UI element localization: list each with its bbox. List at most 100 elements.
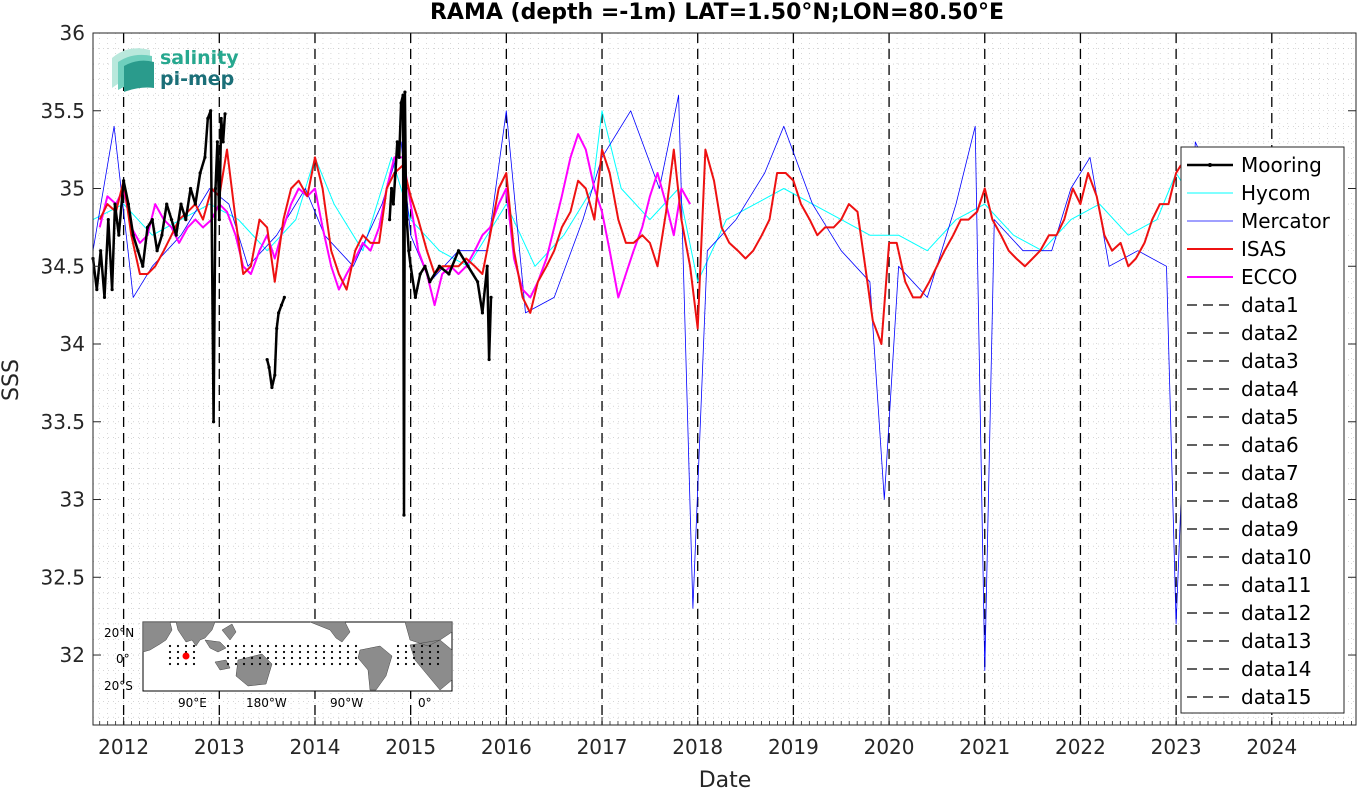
series-point-mooring	[404, 186, 408, 191]
x-axis: 2012 2013 2014 2015 2016 2017 2018 2019 2020 2021…	[98, 717, 1352, 759]
map-array-dot	[176, 650, 180, 654]
series-point-mooring	[223, 112, 227, 116]
y-tick-label: 35.5	[40, 99, 85, 123]
y-tick-label: 32	[60, 643, 85, 667]
map-array-dot	[282, 656, 286, 660]
legend-label: data12	[1241, 601, 1312, 625]
map-array-dot	[282, 662, 286, 666]
map-array-dot	[176, 656, 180, 660]
y-tick-label: 32.5	[40, 565, 85, 589]
legend-label: Mooring	[1241, 153, 1322, 177]
series-point-mooring	[95, 287, 99, 292]
mooring-array-markers	[168, 644, 440, 666]
series-point-mooring	[489, 295, 493, 299]
series-point-mooring	[160, 233, 164, 237]
x-tick-label: 2013	[194, 735, 245, 759]
plot-frame	[92, 32, 1357, 726]
map-array-dot	[250, 662, 254, 666]
legend-label: data1	[1241, 293, 1299, 317]
series-point-mooring	[395, 140, 399, 144]
series-point-mooring	[397, 155, 401, 160]
legend: Mooring Hycom Mercator ISAS ECCO data1 data2 da…	[1180, 146, 1345, 714]
legend-label: data13	[1241, 629, 1312, 653]
map-array-dot	[192, 662, 196, 666]
map-array-dot	[428, 662, 432, 666]
series-point-mooring	[215, 140, 219, 144]
map-array-dot	[168, 644, 172, 648]
series-point-mooring	[273, 373, 277, 377]
map-array-dot	[306, 650, 310, 654]
legend-label: data14	[1241, 657, 1312, 681]
series-point-mooring	[184, 218, 188, 222]
series-point-mooring	[213, 186, 218, 191]
map-array-dot	[404, 656, 408, 660]
y-tick-label: 34.5	[40, 254, 85, 278]
series-point-mooring	[456, 249, 461, 253]
series-point-mooring	[466, 264, 470, 268]
map-array-dot	[168, 662, 172, 666]
series-point-mooring	[428, 280, 432, 284]
map-array-dot	[436, 650, 440, 654]
map-array-dot	[234, 656, 238, 660]
map-array-dot	[412, 662, 416, 666]
series-point-mooring	[401, 93, 405, 97]
map-array-dot	[290, 650, 294, 654]
map-array-dot	[412, 644, 416, 648]
map-array-dot	[258, 662, 262, 666]
map-array-dot	[396, 644, 400, 648]
y-tick-label: 35	[60, 177, 85, 201]
series-line-hycom	[92, 110, 1187, 283]
legend-label: data11	[1241, 573, 1312, 597]
map-array-dot	[168, 656, 172, 660]
map-array-dot	[242, 656, 246, 660]
map-array-dot	[192, 656, 196, 660]
legend-label: data7	[1241, 461, 1299, 485]
map-array-dot	[306, 644, 310, 648]
series-point-mooring	[485, 264, 489, 268]
map-array-dot	[250, 650, 254, 654]
series-point-mooring	[389, 186, 394, 191]
map-array-dot	[242, 662, 246, 666]
map-array-dot	[428, 650, 432, 654]
y-tick-label: 33.5	[40, 410, 85, 434]
map-array-dot	[242, 644, 246, 648]
map-array-dot	[346, 656, 350, 660]
map-array-dot	[274, 662, 278, 666]
y-axis-label: SSS	[0, 359, 24, 401]
salinity-pimep-logo: salinity pi-mep	[112, 47, 239, 92]
legend-entries: Mooring Hycom Mercator ISAS ECCO data1 data2 da…	[1187, 153, 1331, 709]
series-point-mooring	[174, 233, 178, 237]
series-point-mooring	[150, 218, 154, 222]
map-array-dot	[396, 650, 400, 654]
series-point-mooring	[217, 218, 221, 222]
series-point-mooring	[131, 233, 135, 237]
series-point-mooring	[203, 155, 207, 160]
map-array-dot	[282, 644, 286, 648]
legend-label: ISAS	[1241, 237, 1286, 261]
map-array-dot	[346, 662, 350, 666]
logo-line2: pi-mep	[160, 68, 234, 90]
map-array-dot	[192, 644, 196, 648]
series-point-mooring	[393, 171, 397, 175]
series-line-mercator	[92, 94, 1253, 671]
map-array-dot	[420, 650, 424, 654]
series-point-mooring	[405, 218, 409, 222]
series-point-mooring	[409, 264, 413, 268]
series-point-mooring	[198, 171, 202, 175]
map-array-dot	[258, 644, 262, 648]
map-array-dot	[420, 662, 424, 666]
map-array-dot	[168, 650, 172, 654]
series-point-mooring	[221, 140, 225, 144]
map-array-dot	[396, 662, 400, 666]
map-array-dot	[330, 650, 334, 654]
logo-line1: salinity	[160, 47, 239, 69]
map-array-dot	[322, 644, 326, 648]
map-array-dot	[354, 662, 358, 666]
map-array-dot	[266, 656, 270, 660]
map-array-dot	[258, 656, 262, 660]
logo-wave-icon	[112, 48, 154, 92]
x-tick-label: 2015	[385, 735, 436, 759]
chart-title: RAMA (depth =-1m) LAT=1.50°N;LON=80.50°E	[430, 0, 1004, 25]
legend-label: data5	[1241, 405, 1299, 429]
series-point-mooring	[136, 249, 140, 253]
